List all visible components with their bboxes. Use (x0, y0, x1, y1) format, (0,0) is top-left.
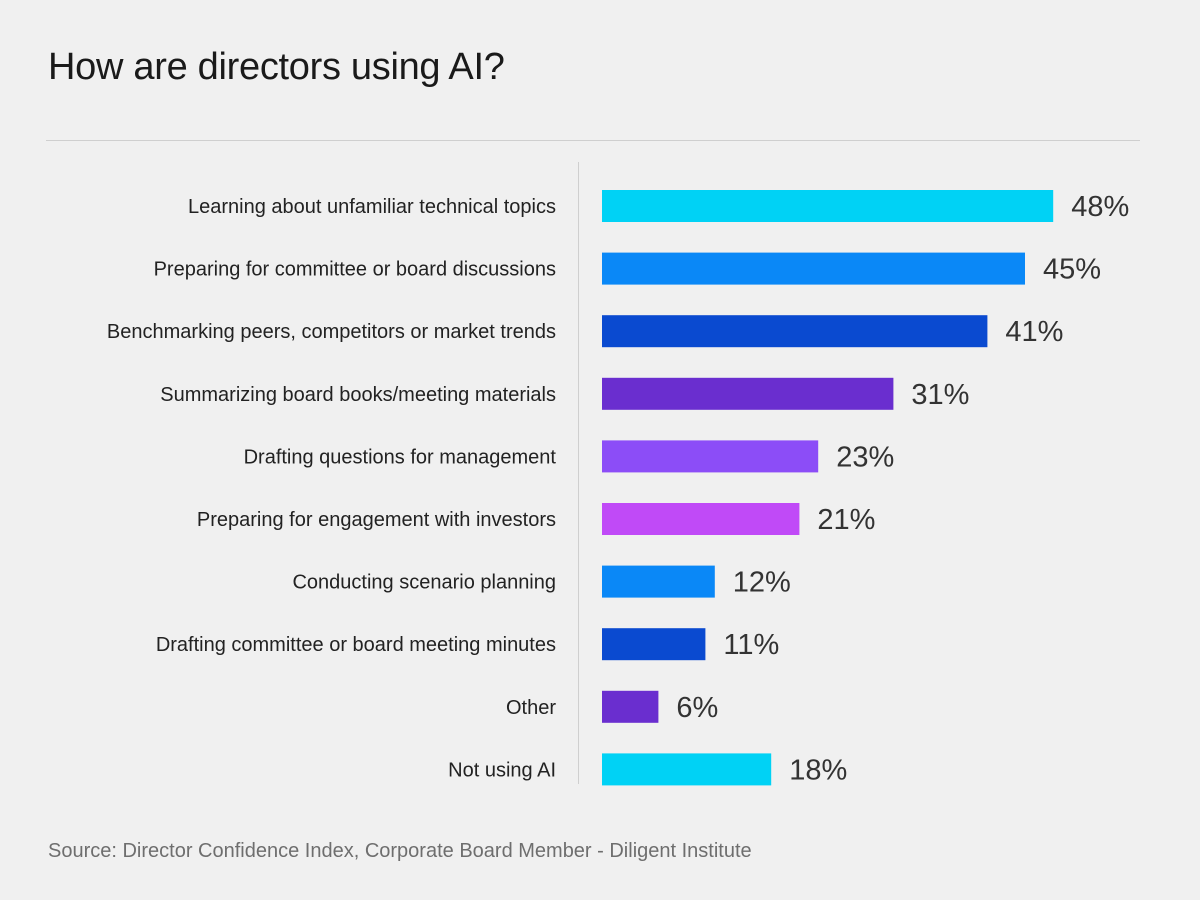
category-label: Drafting committee or board meeting minu… (156, 634, 556, 656)
bar (602, 753, 772, 786)
bar (602, 690, 659, 723)
category-label: Conducting scenario planning (292, 572, 556, 594)
category-label: Drafting questions for management (244, 446, 557, 468)
value-labels: 48% 45% 41% 31% 23% 21% 12% 11%6% 18% (676, 191, 1129, 786)
category-label: Learning about unfamiliar technical topi… (188, 196, 556, 218)
bars (602, 190, 1054, 786)
value-label: 41% (1005, 316, 1063, 348)
value-label: 45% (1043, 254, 1101, 286)
category-axis-line (578, 162, 579, 784)
source-note: Source: Director Confidence Index, Corpo… (48, 840, 752, 862)
value-label: 31% (911, 379, 969, 411)
value-label: 18% (789, 754, 847, 786)
value-label: 21% (817, 504, 875, 536)
category-label: Other (506, 697, 556, 719)
category-label: Summarizing board books/meeting material… (160, 384, 556, 406)
value-label: 12% (733, 567, 791, 599)
value-label: 6% (676, 692, 718, 724)
bar (602, 503, 800, 535)
category-label: Not using AI (448, 759, 556, 781)
bar (602, 628, 706, 661)
bar (602, 190, 1054, 222)
bar (602, 377, 894, 410)
value-label: 11% (723, 629, 779, 661)
chart-title: How are directors using AI? (48, 46, 505, 88)
category-label: Benchmarking peers, competitors or marke… (107, 321, 556, 343)
bar (602, 252, 1025, 285)
value-label: 23% (836, 441, 894, 473)
category-label: Preparing for engagement with investors (197, 509, 556, 531)
category-label: Preparing for committee or board discuss… (154, 259, 556, 281)
bar (602, 440, 819, 473)
category-labels: Learning about unfamiliar technical topi… (107, 196, 557, 781)
value-label: 48% (1071, 191, 1129, 223)
bar (602, 315, 988, 348)
title-divider (46, 140, 1140, 141)
bar (602, 565, 715, 598)
